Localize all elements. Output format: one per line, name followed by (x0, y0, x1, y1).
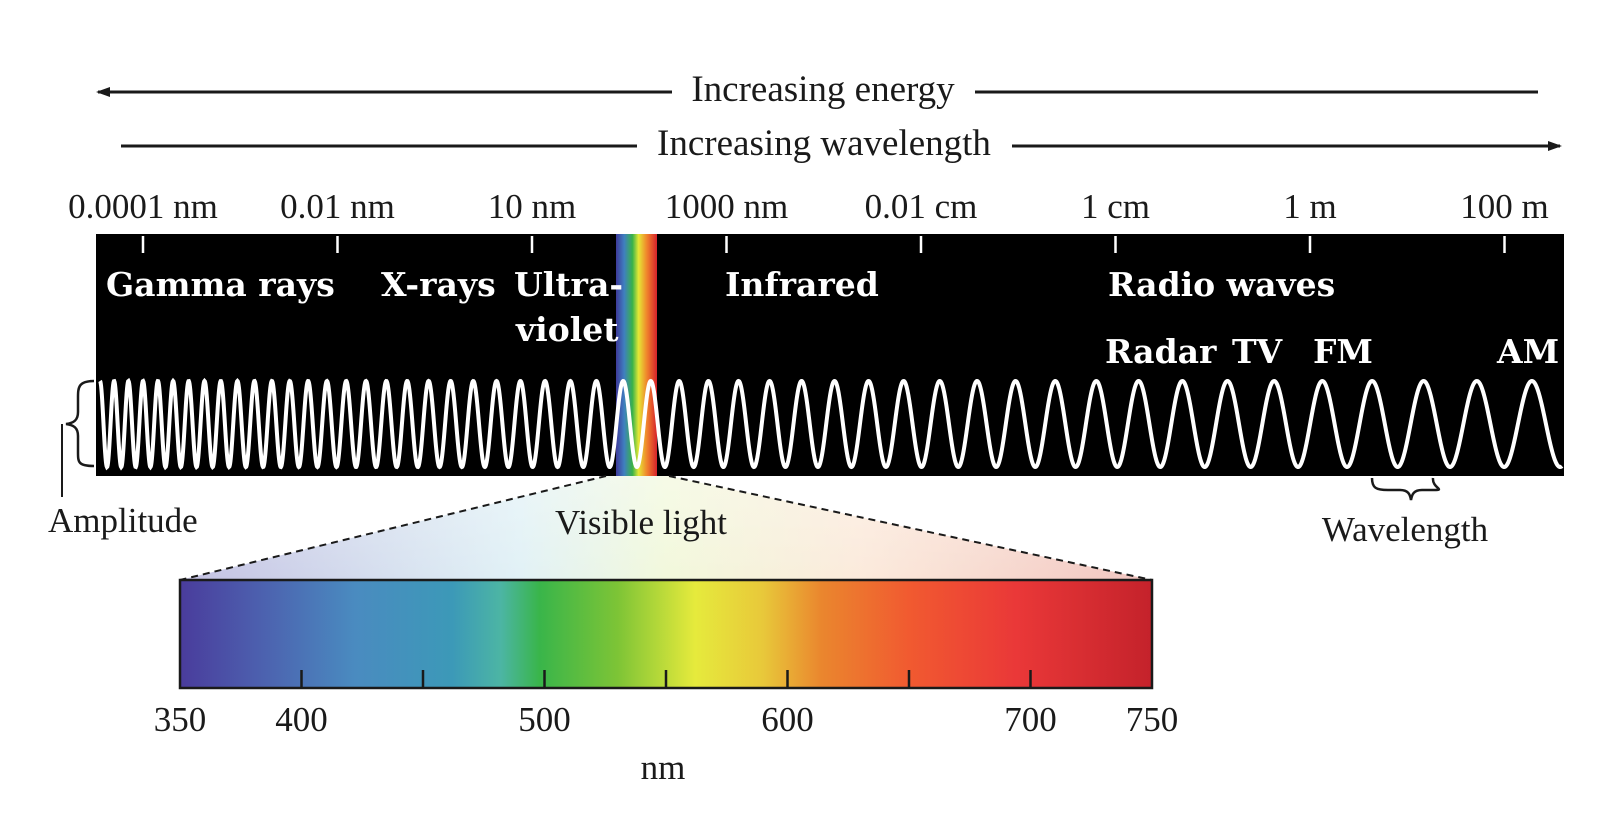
radio-waves-label: Radio waves (1108, 265, 1335, 304)
infrared-label: Infrared (725, 265, 879, 304)
wavelength-brace (1370, 477, 1441, 501)
wavelength-label: Wavelength (1322, 510, 1489, 549)
visible-scale-label: 500 (518, 700, 571, 739)
scale-tick-label: 1 m (1283, 187, 1336, 226)
am-label: AM (1496, 332, 1559, 371)
scale-tick-label: 0.0001 nm (68, 187, 218, 226)
scale-tick-label: 10 nm (488, 187, 576, 226)
x-rays-label: X-rays (381, 265, 496, 304)
visible-scale-label: 350 (154, 700, 207, 739)
scale-tick-label: 0.01 cm (865, 187, 978, 226)
visible-light-fan (179, 475, 1153, 581)
visible-scale-ticks (300, 670, 1032, 688)
wavelength-scale-ticks (141, 236, 1506, 253)
visible-strip (616, 234, 657, 476)
visible-scale-label: 750 (1126, 700, 1179, 739)
scale-tick-label: 1000 nm (665, 187, 788, 226)
visible-scale-label: 400 (275, 700, 328, 739)
amplitude-label: Amplitude (48, 501, 198, 540)
increasing-wavelength-arrow: Increasing wavelength (121, 123, 1562, 164)
amplitude-brace (61, 379, 95, 497)
visible-scale-labels: 350 400 500 600 700 750 (154, 700, 1179, 739)
visible-scale-label: 700 (1004, 700, 1057, 739)
visible-scale-unit: nm (641, 748, 686, 787)
increasing-energy-arrow: Increasing energy (96, 69, 1538, 110)
ultraviolet-label-line1: Ultra- (514, 265, 623, 304)
wavelength-scale-labels: 0.0001 nm 0.01 nm 10 nm 1000 nm 0.01 cm 1 cm 1… (68, 187, 1549, 226)
visible-scale-label: 600 (761, 700, 814, 739)
ultraviolet-label-line2: violet (515, 310, 619, 349)
scale-tick-label: 0.01 nm (280, 187, 395, 226)
scale-tick-label: 1 cm (1081, 187, 1150, 226)
increasing-energy-label: Increasing energy (691, 69, 955, 110)
gamma-rays-label: Gamma rays (106, 265, 335, 304)
tv-label: TV (1232, 332, 1284, 371)
fm-label: FM (1313, 332, 1373, 371)
visible-light-label: Visible light (555, 503, 727, 542)
radar-label: Radar (1105, 332, 1217, 371)
electromagnetic-wave (98, 377, 1564, 471)
scale-tick-label: 100 m (1460, 187, 1548, 226)
increasing-wavelength-label: Increasing wavelength (657, 123, 991, 164)
